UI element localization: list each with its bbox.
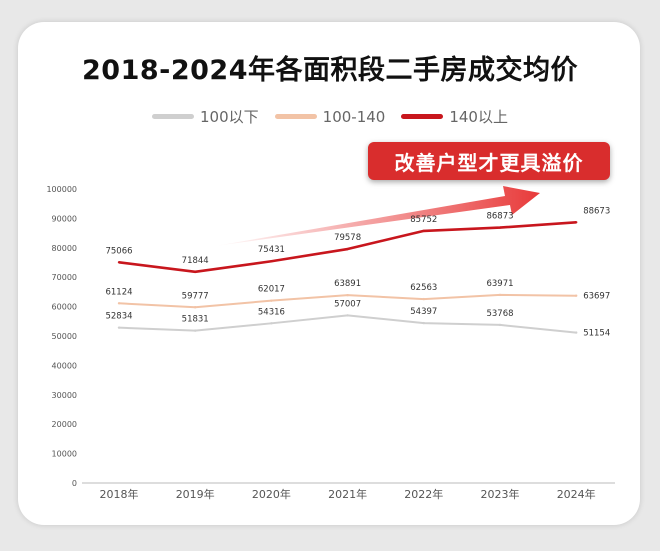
y-tick-label: 40000	[52, 361, 77, 370]
y-tick-label: 0	[72, 479, 77, 488]
data-label: 75066	[105, 246, 132, 256]
data-label: 54397	[410, 307, 437, 317]
data-point	[346, 293, 349, 297]
data-point	[270, 260, 273, 263]
chart-card	[18, 22, 640, 525]
data-point	[270, 322, 273, 325]
data-label: 63971	[486, 279, 513, 289]
legend-item-100-140[interactable]: 100-140	[274, 106, 386, 127]
data-point	[346, 247, 349, 251]
data-label: 61124	[105, 287, 132, 297]
y-tick-label: 60000	[52, 303, 77, 312]
data-label: 51154	[583, 329, 610, 339]
data-point	[270, 299, 273, 302]
data-point	[575, 294, 578, 297]
data-label: 63891	[334, 279, 361, 289]
y-tick-label: 20000	[52, 420, 77, 429]
data-label: 85752	[410, 215, 437, 225]
legend-label-100-140: 100-140	[322, 107, 386, 126]
y-tick-label: 10000	[52, 450, 77, 459]
legend-item-over-140[interactable]: 140以上	[401, 106, 508, 127]
data-label: 79578	[334, 233, 361, 243]
y-tick-label: 90000	[52, 214, 77, 223]
data-point	[422, 297, 425, 301]
x-tick-label: 2022年	[404, 487, 443, 501]
data-point	[422, 321, 425, 325]
x-tick-label: 2023年	[481, 487, 520, 501]
data-label: 57007	[334, 299, 361, 309]
data-label: 51831	[182, 315, 209, 325]
legend-item-under-100[interactable]: 100以下	[152, 106, 259, 127]
trend-arrow	[215, 186, 540, 246]
data-point	[575, 221, 578, 224]
y-tick-label: 80000	[52, 244, 77, 253]
data-point	[194, 329, 197, 332]
x-tick-label: 2019年	[176, 487, 215, 501]
legend-swatch-over-140	[401, 114, 444, 119]
data-label: 62563	[410, 283, 437, 293]
x-tick-label: 2018年	[100, 487, 139, 501]
y-tick-label: 100000	[46, 185, 77, 194]
data-point	[194, 270, 197, 273]
data-point	[346, 314, 349, 317]
data-point	[117, 302, 121, 305]
data-label: 52834	[105, 312, 132, 322]
callout-annotation: 改善户型才更具溢价	[368, 142, 610, 180]
x-tick-label: 2024年	[557, 487, 596, 501]
data-point	[194, 306, 197, 309]
data-point	[498, 323, 502, 327]
data-point	[117, 261, 121, 264]
data-label: 63697	[583, 292, 610, 302]
x-tick-label: 2020年	[252, 487, 291, 501]
chart-title: 2018-2024年各面积段二手房成交均价	[82, 55, 578, 86]
data-label: 62017	[258, 285, 285, 295]
legend-label-under-100: 100以下	[200, 108, 259, 126]
y-tick-label: 50000	[52, 332, 77, 341]
data-label: 88673	[583, 206, 610, 216]
legend: 100以下 100-140 140以上	[0, 106, 660, 127]
data-point	[498, 226, 502, 229]
data-label: 54316	[258, 307, 285, 317]
data-label: 59777	[182, 291, 209, 301]
data-point	[422, 229, 425, 233]
data-label: 71844	[182, 256, 209, 266]
legend-label-over-140: 140以上	[449, 108, 508, 126]
data-label: 53768	[486, 309, 513, 319]
data-label: 75431	[258, 245, 285, 255]
legend-swatch-under-100	[152, 114, 195, 119]
y-tick-label: 30000	[52, 391, 77, 400]
data-point	[117, 326, 121, 329]
y-tick-label: 70000	[52, 273, 77, 282]
data-label: 86873	[486, 212, 513, 222]
data-point	[498, 293, 502, 297]
data-point	[575, 331, 578, 334]
x-tick-label: 2021年	[328, 487, 367, 501]
legend-swatch-100-140	[274, 114, 317, 119]
